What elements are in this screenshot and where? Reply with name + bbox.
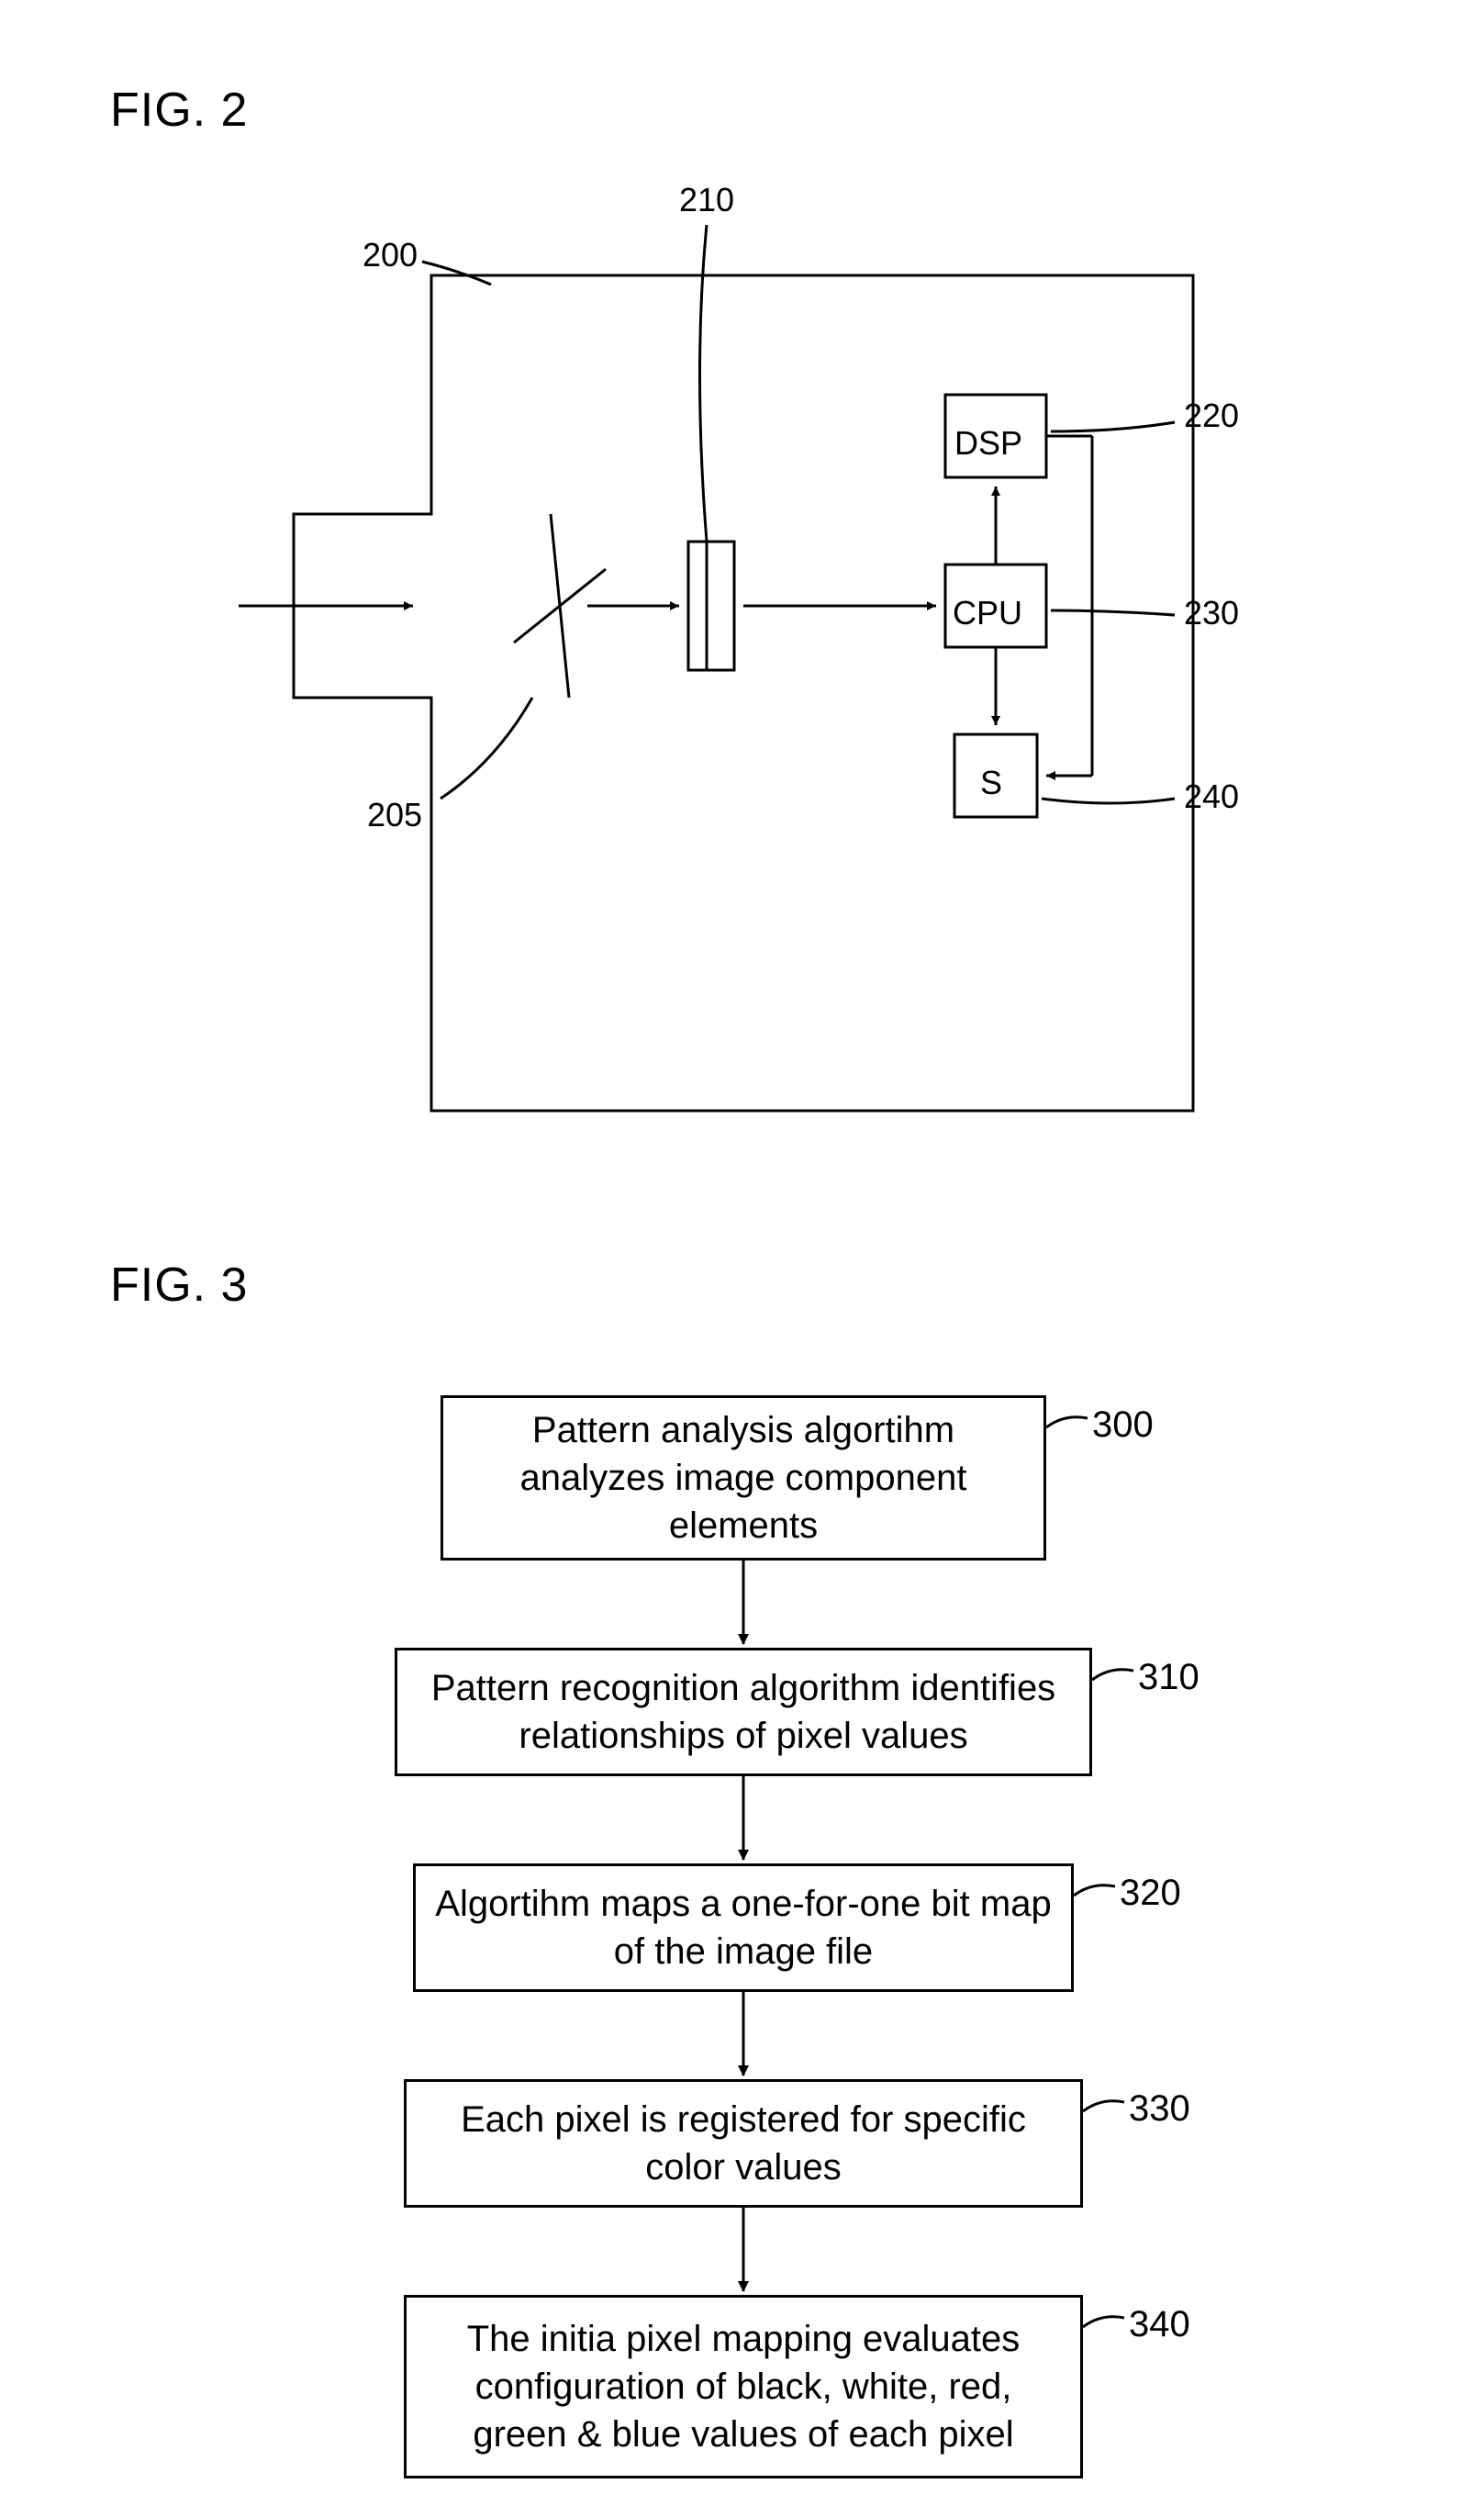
flow-step-300: Pattern analysis algortihm analyzes imag… — [441, 1395, 1046, 1561]
ref-220: 220 — [1184, 397, 1239, 434]
cpu-block-label: CPU — [953, 594, 1022, 632]
ref-205: 205 — [367, 796, 422, 833]
ref-320: 320 — [1120, 1873, 1181, 1914]
flow-step-310: Pattern recognition algorithm identifies… — [395, 1648, 1092, 1776]
ref-230: 230 — [1184, 594, 1239, 632]
dsp-block-label: DSP — [954, 424, 1022, 462]
ref-200: 200 — [363, 236, 418, 274]
flow-step-320: Algortihm maps a one-for-one bit map of … — [413, 1863, 1074, 1992]
s-block-label: S — [980, 764, 1002, 801]
fig3-title: FIG. 3 — [110, 1258, 248, 1313]
flow-step-330: Each pixel is registered for specific co… — [404, 2079, 1083, 2208]
ref-210: 210 — [679, 181, 734, 218]
ref-240: 240 — [1184, 778, 1239, 815]
ref-300: 300 — [1092, 1404, 1154, 1446]
flow-step-340: The initia pixel mapping evaluates confi… — [404, 2295, 1083, 2478]
ref-340: 340 — [1129, 2304, 1190, 2345]
ref-330: 330 — [1129, 2088, 1190, 2130]
fig2-diagram: 200 210 DSP CPU S 205 220 230 240 — [0, 0, 1484, 1239]
ref-310: 310 — [1138, 1657, 1199, 1698]
